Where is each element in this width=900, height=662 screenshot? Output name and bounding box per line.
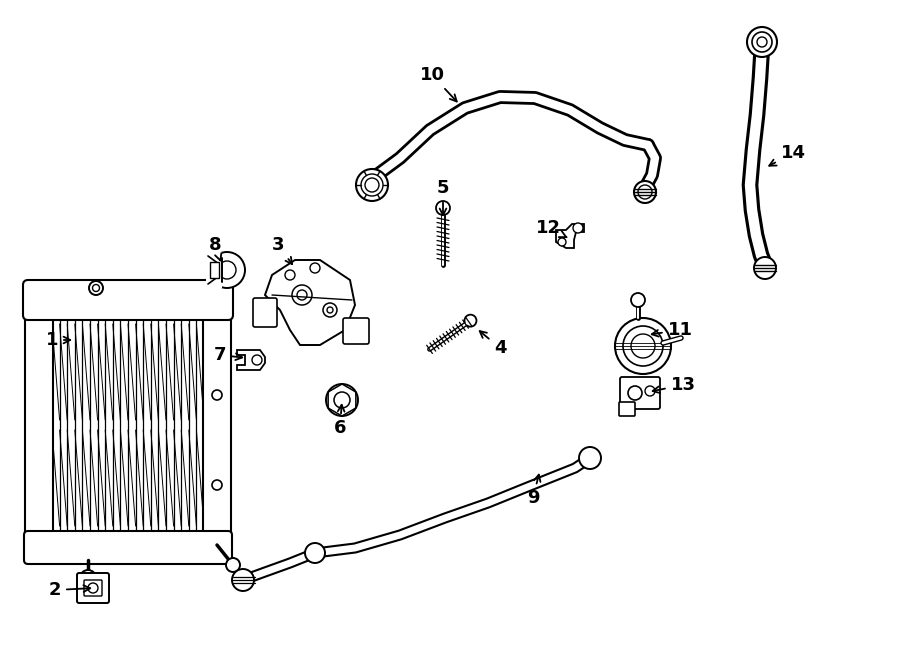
Circle shape [623,326,663,366]
FancyBboxPatch shape [253,298,277,327]
Circle shape [757,37,767,47]
Text: 8: 8 [209,236,221,261]
Circle shape [365,178,379,192]
Circle shape [634,181,656,203]
Circle shape [579,447,601,469]
Text: 7: 7 [214,346,242,364]
Circle shape [628,386,642,400]
Circle shape [334,392,350,408]
Circle shape [212,390,222,400]
Text: 13: 13 [652,376,696,394]
FancyBboxPatch shape [84,580,102,596]
Circle shape [212,480,222,490]
FancyBboxPatch shape [343,318,369,344]
Polygon shape [556,224,584,248]
Circle shape [747,27,777,57]
Circle shape [252,355,262,365]
Circle shape [631,334,655,358]
Circle shape [558,238,566,246]
Circle shape [645,386,655,396]
Circle shape [327,307,333,313]
Circle shape [752,32,772,52]
Circle shape [218,261,236,279]
Circle shape [80,570,96,586]
FancyBboxPatch shape [25,309,53,541]
Circle shape [209,252,245,288]
Circle shape [356,169,388,201]
Text: 3: 3 [272,236,292,264]
Text: 1: 1 [46,331,70,349]
Text: 12: 12 [536,219,566,237]
Circle shape [436,201,450,215]
Text: 2: 2 [49,581,90,599]
Circle shape [631,293,645,307]
FancyBboxPatch shape [77,573,109,603]
Circle shape [361,174,383,196]
FancyBboxPatch shape [24,531,232,564]
Text: 4: 4 [480,331,506,357]
Circle shape [310,263,320,273]
Text: 5: 5 [436,179,449,215]
FancyBboxPatch shape [620,377,660,409]
Circle shape [297,290,307,300]
Circle shape [89,281,103,295]
FancyBboxPatch shape [619,402,635,416]
Circle shape [464,314,476,326]
Text: 9: 9 [526,475,541,507]
Polygon shape [210,262,219,278]
Bar [206,252,222,288]
Circle shape [573,223,583,233]
Circle shape [638,185,652,199]
Circle shape [754,257,776,279]
Circle shape [305,543,325,563]
Circle shape [226,558,240,572]
Circle shape [615,318,671,374]
Text: 14: 14 [770,144,806,166]
Polygon shape [237,350,265,370]
FancyBboxPatch shape [203,309,231,541]
Text: 11: 11 [652,321,692,339]
Circle shape [323,303,337,317]
Circle shape [292,285,312,305]
Circle shape [326,384,358,416]
Circle shape [93,285,100,291]
Polygon shape [265,260,355,345]
Circle shape [88,583,98,593]
FancyBboxPatch shape [23,280,233,320]
Circle shape [232,569,254,591]
Bar [50,315,206,535]
Text: 6: 6 [334,404,346,437]
Text: 10: 10 [419,66,456,101]
Circle shape [285,270,295,280]
